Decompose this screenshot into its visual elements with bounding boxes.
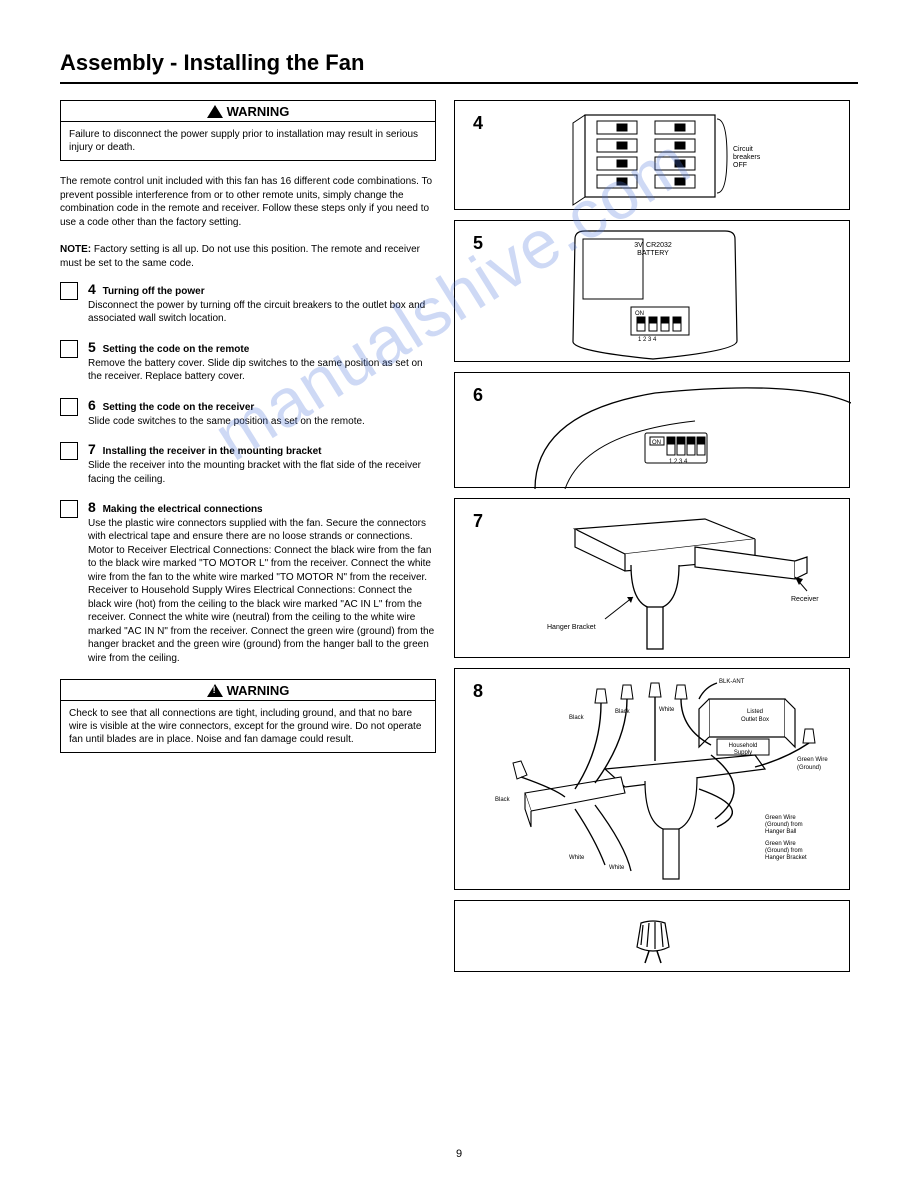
svg-text:breakers: breakers [733,154,761,161]
step-text: Slide code switches to the same position… [88,416,365,427]
warning-body: Failure to disconnect the power supply p… [61,122,435,160]
hanger-bracket-label: Hanger Bracket [547,624,596,631]
svg-text:White: White [569,855,585,861]
page-title: Assembly - Installing the Fan [60,50,858,76]
step-title: Setting the code on the remote [103,344,250,355]
warning-box-top: WARNING Failure to disconnect the power … [60,100,436,161]
note-label: NOTE: [60,244,91,255]
svg-text:(Ground): (Ground) [797,765,821,771]
svg-text:1 2 3 4: 1 2 3 4 [638,337,657,343]
step-number: 6 [88,397,96,413]
svg-text:OFF: OFF [733,162,747,169]
svg-text:1 2 3 4: 1 2 3 4 [669,459,688,465]
step-checkbox [60,442,78,460]
svg-text:Hanger Bracket: Hanger Bracket [765,855,807,861]
left-column: WARNING Failure to disconnect the power … [60,100,436,982]
warning-body: Check to see that all connections are ti… [61,701,435,752]
step-number: 7 [88,441,96,457]
step-5: 5 Setting the code on the remote Remove … [60,338,436,384]
svg-text:Black: Black [569,715,585,721]
receiver-label: Receiver [791,596,819,603]
step-number: 5 [88,339,96,355]
svg-text:Listed: Listed [747,709,763,715]
step-number: 4 [88,281,96,297]
step-7: 7 Installing the receiver in the mountin… [60,440,436,486]
svg-text:BLK-ANT: BLK-ANT [719,679,745,685]
step-text: Use the plastic wire connectors supplied… [88,518,434,664]
step-number: 8 [88,499,96,515]
svg-text:ON: ON [635,311,644,317]
svg-text:8: 8 [473,681,483,701]
figure-caption: Circuit [733,146,753,153]
step-title: Making the electrical connections [103,504,263,515]
title-rule [60,82,858,84]
note-block: NOTE: Factory setting is all up. Do not … [60,243,436,270]
step-text: Disconnect the power by turning off the … [88,300,425,325]
svg-text:Hanger Ball: Hanger Ball [765,829,796,835]
step-title: Installing the receiver in the mounting … [103,446,322,457]
svg-text:6: 6 [473,385,483,405]
figure-wire-connector [454,900,850,972]
page-number: 9 [0,1148,918,1160]
warning-header: WARNING [61,680,435,701]
step-text: Slide the receiver into the mounting bra… [88,460,421,485]
figure-5: 5 3V, CR2032 BATTERY ON [454,220,850,362]
intro-paragraph: The remote control unit included with th… [60,175,436,229]
step-checkbox [60,340,78,358]
figure-number: 4 [473,113,483,133]
step-text: Remove the battery cover. Slide dip swit… [88,358,423,383]
warning-label: WARNING [227,104,290,119]
warning-header: WARNING [61,101,435,122]
figure-6: 6 ON 1 2 3 4 [454,372,850,488]
figure-4: 4 [454,100,850,210]
figure-8: 8 Listed Outlet Box Household Supply [454,668,850,890]
right-column: 4 [454,100,850,982]
svg-text:Household: Household [729,743,758,749]
step-checkbox [60,500,78,518]
svg-text:Outlet Box: Outlet Box [741,717,769,723]
warning-triangle-icon [207,105,223,118]
svg-text:Green Wire: Green Wire [797,757,828,763]
svg-text:5: 5 [473,233,483,253]
step-title: Turning off the power [103,286,205,297]
svg-text:ON: ON [652,440,661,446]
battery-label: 3V, CR2032 [634,242,672,249]
note-body: Factory setting is all up. Do not use th… [60,244,420,269]
step-checkbox [60,282,78,300]
svg-text:Black: Black [495,797,511,803]
step-4: 4 Turning off the power Disconnect the p… [60,280,436,326]
step-title: Setting the code on the receiver [103,402,255,413]
warning-box-bottom: WARNING Check to see that all connection… [60,679,436,753]
step-6: 6 Setting the code on the receiver Slide… [60,396,436,428]
svg-text:White: White [659,707,675,713]
step-8: 8 Making the electrical connections Use … [60,498,436,665]
svg-text:Green Wire: Green Wire [765,841,796,847]
figure-7: 7 [454,498,850,658]
warning-label: WARNING [227,683,290,698]
svg-text:Green Wire: Green Wire [765,815,796,821]
step-checkbox [60,398,78,416]
svg-text:White: White [609,865,625,871]
svg-text:(Ground) from: (Ground) from [765,848,803,854]
svg-text:(Ground) from: (Ground) from [765,822,803,828]
svg-text:BATTERY: BATTERY [637,250,669,257]
svg-text:Black: Black [615,709,631,715]
svg-text:7: 7 [473,511,483,531]
warning-triangle-bang-icon [207,684,223,697]
